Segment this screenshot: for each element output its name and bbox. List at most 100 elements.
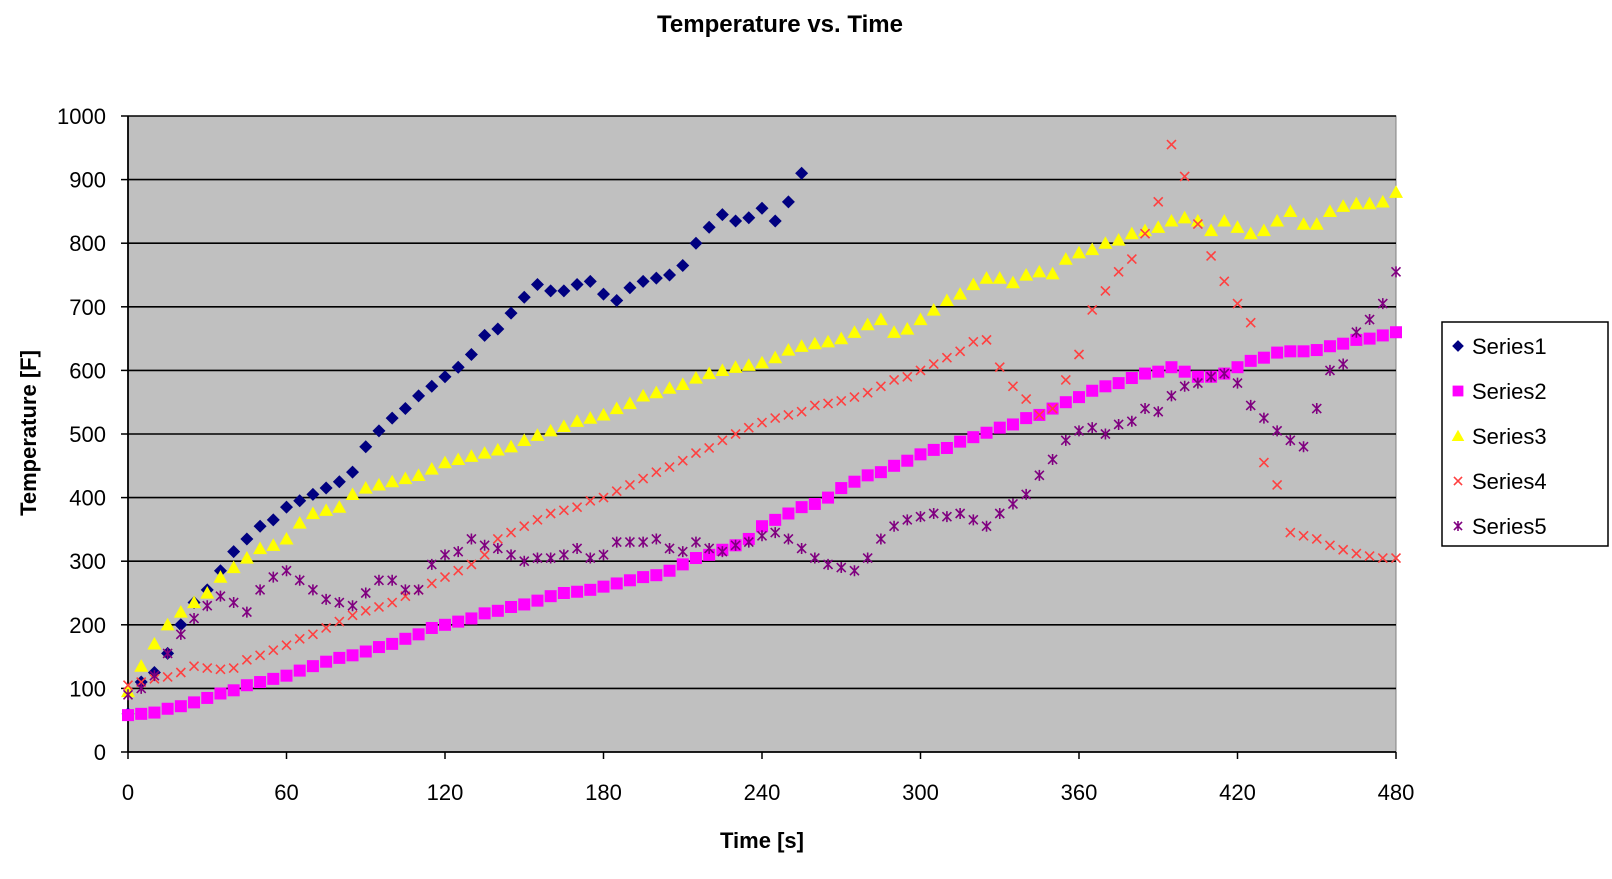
series-1-point (425, 379, 439, 393)
series-4-point (1324, 540, 1336, 551)
series-4-point (690, 448, 702, 459)
series-5-point (492, 542, 503, 554)
series-2-point (1059, 396, 1072, 409)
series-5-point (704, 542, 715, 554)
series-5-point (717, 546, 728, 558)
series-5-point (347, 600, 358, 612)
series-2-point (1099, 380, 1112, 393)
series-3-point (1138, 223, 1153, 237)
series-2-point (412, 628, 425, 641)
series-3-point (1204, 223, 1219, 237)
series-5-point (994, 508, 1005, 519)
series-5-point (849, 565, 860, 577)
series-4-point (479, 549, 490, 560)
series-3-point (807, 336, 822, 350)
series-4-point (770, 413, 781, 424)
series-5-point (387, 574, 398, 586)
legend-marker-3 (1451, 429, 1465, 442)
series-4-point (968, 336, 979, 347)
series-1-point (649, 271, 663, 285)
series-2-point (1125, 372, 1138, 385)
series-3-point (675, 377, 690, 390)
series-1-point (689, 236, 703, 250)
series-5-point (651, 533, 662, 545)
series-1-point (623, 281, 637, 295)
series-4-point (466, 559, 477, 570)
series-2-point (901, 454, 914, 467)
legend-label-2: Series2 (1472, 379, 1547, 404)
series-3-point (860, 317, 875, 331)
series-4-point (519, 521, 530, 532)
series-3-point (1270, 213, 1285, 227)
legend-label-5: Series5 (1472, 514, 1547, 539)
y-axis-title: Temperature [F] (16, 350, 41, 516)
series-4-point (122, 680, 134, 691)
series-2-point (1139, 367, 1152, 380)
series-4-point (545, 508, 556, 519)
series-3-point (821, 334, 836, 348)
series-2-point (1231, 361, 1244, 374)
series-4-point (1338, 544, 1349, 555)
series-3-point (1309, 217, 1324, 230)
series-2-point (1257, 351, 1270, 364)
series-5-point (1232, 377, 1243, 389)
series-3-point (1085, 242, 1100, 256)
series-4-point (202, 662, 213, 674)
series-5-point (1219, 368, 1230, 380)
series-3-point (226, 560, 241, 574)
series-3-point (794, 339, 809, 352)
series-4-point (862, 387, 873, 398)
x-tick-label: 360 (1061, 780, 1098, 805)
series-1-point (478, 328, 492, 342)
series-4-point (796, 406, 807, 417)
series-3-point (200, 586, 215, 599)
series-3-point (662, 381, 677, 394)
series-4-point (426, 578, 437, 589)
series-2-point (756, 520, 768, 533)
series-5-point (1034, 469, 1045, 481)
series-4-point (1192, 219, 1203, 230)
series-2-point (927, 443, 940, 456)
series-2-point (505, 600, 518, 613)
legend-label-3: Series3 (1472, 424, 1547, 449)
series-5-point (690, 536, 702, 548)
series-4-point (188, 661, 200, 672)
series-3-point (1389, 185, 1403, 198)
series-2-point (795, 501, 808, 514)
series-3-point (187, 595, 202, 609)
series-1-point (742, 211, 756, 225)
series-5-point (836, 562, 847, 574)
series-1-point (517, 290, 531, 304)
series-5-point (1351, 326, 1362, 338)
series-1-point (755, 201, 769, 215)
series-5-point (611, 536, 622, 548)
series-2-point (372, 641, 385, 654)
series-3-point (1005, 275, 1020, 289)
series-2-point (650, 569, 663, 582)
y-tick-label: 100 (69, 676, 106, 701)
series-5-point (955, 508, 966, 519)
series-3-point (319, 503, 334, 516)
series-1-point (438, 370, 452, 384)
series-3-point (173, 605, 188, 618)
series-4-point (889, 374, 900, 386)
series-2-point (544, 590, 557, 603)
series-4-point (664, 462, 675, 473)
series-3-point (556, 419, 571, 432)
series-5-point (1179, 380, 1190, 392)
series-2-point (914, 448, 927, 461)
y-tick-label: 1000 (57, 104, 106, 129)
series-4-point (175, 667, 186, 678)
series-4-point (585, 495, 596, 506)
series-5-point (400, 584, 411, 596)
series-2-point (386, 637, 399, 650)
series-4-point (1047, 403, 1058, 414)
series-3-point (398, 471, 413, 485)
series-5-point (915, 511, 926, 523)
series-3-point (622, 396, 637, 410)
series-5-point (809, 552, 820, 564)
series-3-point (715, 363, 730, 376)
series-3-point (926, 302, 941, 316)
series-2-point (1112, 377, 1125, 390)
y-tick-label: 300 (69, 549, 106, 574)
